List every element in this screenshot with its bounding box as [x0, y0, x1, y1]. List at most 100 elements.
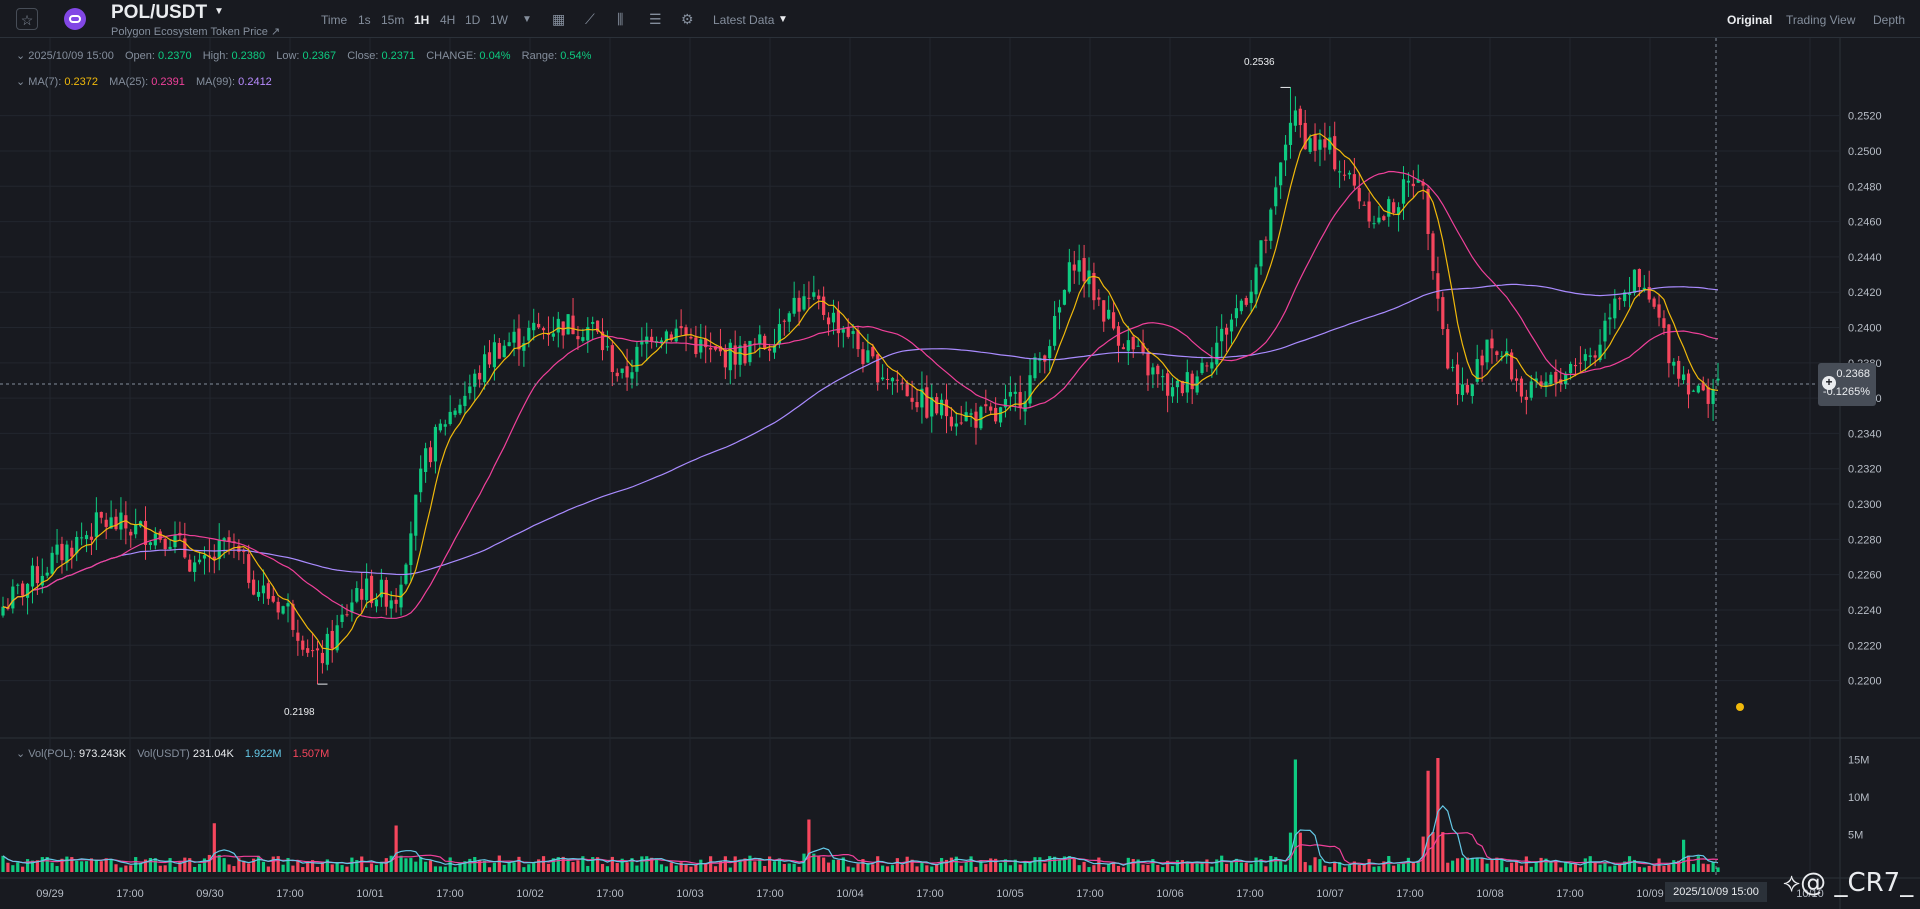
pair-title[interactable]: POL/USDT	[111, 2, 208, 23]
candle-body	[920, 388, 924, 408]
volume-bar	[679, 862, 683, 872]
volume-bar	[487, 867, 492, 872]
candle-body	[1254, 267, 1258, 295]
candle-body	[1249, 291, 1253, 303]
volume-bar	[512, 862, 516, 872]
more-timeframes-chevron-icon[interactable]: ▼	[522, 14, 532, 25]
candle-body	[743, 343, 747, 364]
price-chart[interactable]: 0.2520 0.2500 0.2480 0.2460 0.2440 0.2420 0.24…	[0, 38, 1920, 909]
volume-bar	[532, 862, 536, 872]
volume-bar	[443, 866, 447, 872]
volume-bar	[1170, 866, 1175, 872]
tab-depth[interactable]: Depth	[1873, 13, 1906, 27]
candle-body	[119, 512, 123, 530]
candle-body	[1392, 202, 1396, 213]
candle-body	[802, 296, 806, 310]
gear-icon[interactable]: ⚙	[681, 11, 694, 27]
tab-15m[interactable]: 15m	[381, 13, 405, 27]
volume-bar	[1406, 857, 1411, 872]
candle-body	[807, 297, 811, 299]
candle-body	[1436, 273, 1440, 299]
pair-subtitle[interactable]: Polygon Ecosystem Token Price ↗	[111, 26, 281, 38]
tab-1h[interactable]: 1H	[414, 13, 430, 27]
volume-bar	[1485, 863, 1489, 872]
volume-bar	[930, 866, 934, 872]
volume-bar	[1632, 859, 1637, 872]
volume-bar	[497, 855, 501, 872]
volume-bar	[1627, 856, 1632, 872]
candle-body	[650, 336, 654, 342]
volume-bar	[114, 864, 118, 872]
candle-body	[831, 312, 836, 323]
volume-bar	[202, 858, 207, 872]
candle-body	[591, 322, 595, 324]
tab-time[interactable]: Time	[321, 13, 348, 27]
volume-bar	[1111, 861, 1116, 872]
candle-body	[1003, 399, 1008, 408]
volume-bar	[994, 858, 998, 872]
tab-trading-view[interactable]: Trading View	[1786, 13, 1856, 27]
candle-body	[310, 650, 315, 652]
candle-body	[905, 382, 909, 397]
candle-body	[1293, 110, 1297, 126]
volume-bar	[438, 866, 442, 872]
candle-body	[1564, 373, 1568, 385]
candle-body	[1465, 384, 1469, 393]
volume-bar	[138, 863, 143, 872]
volume-bar	[1510, 862, 1514, 872]
volume-bar	[1342, 867, 1347, 872]
volume-bar	[522, 867, 526, 872]
tab-1d[interactable]: 1D	[465, 13, 481, 27]
volume-bar	[694, 864, 698, 872]
candle-body	[50, 552, 54, 574]
tab-1s[interactable]: 1s	[358, 13, 371, 27]
volume-bar	[1131, 858, 1135, 872]
time-tick-label: 17:00	[276, 888, 304, 900]
candle-body	[1485, 339, 1489, 363]
volume-bar	[394, 825, 398, 872]
vol-ma2-value: 1.507M	[292, 748, 330, 760]
candle-body	[699, 339, 703, 353]
tab-1w[interactable]: 1W	[490, 13, 508, 27]
time-tick-label: 10/10	[1796, 888, 1824, 900]
volume-toggle-chevron-icon[interactable]: ⌄	[16, 748, 29, 760]
chart-settings-icon[interactable]: ☰	[649, 11, 662, 27]
pair-dropdown-caret-icon[interactable]: ▼	[214, 6, 224, 17]
candle-body	[556, 318, 560, 333]
volume-bar	[1662, 865, 1666, 872]
volume-bar	[1490, 859, 1494, 872]
time-tick-label: 09/30	[196, 888, 224, 900]
tab-original[interactable]: Original	[1727, 13, 1773, 27]
indicator-line-icon[interactable]: ⟋	[585, 11, 595, 27]
candle-body	[1382, 216, 1386, 221]
polygon-logo-icon	[64, 8, 86, 30]
candle-body	[433, 426, 438, 462]
volume-bar	[1293, 759, 1297, 872]
ma-toggle-chevron-icon[interactable]: ⌄	[16, 76, 29, 88]
volume-bar	[645, 856, 649, 872]
candle-body	[1416, 179, 1420, 183]
calendar-icon[interactable]: ▦	[552, 11, 566, 27]
tab-4h[interactable]: 4H	[440, 13, 456, 27]
ohlc-toggle-chevron-icon[interactable]: ⌄	[16, 50, 29, 62]
favorite-star-icon[interactable]: ☆	[16, 8, 38, 30]
candle-body	[1215, 342, 1219, 365]
candle-body	[1652, 298, 1656, 307]
volume-bar	[89, 858, 94, 872]
volume-bar	[1185, 862, 1189, 872]
add-alert-plus-icon[interactable]: +	[1822, 376, 1836, 390]
volume-bar	[527, 864, 531, 872]
candle-type-icon[interactable]: ⫼	[617, 11, 624, 27]
candle-body	[104, 519, 108, 527]
candle-body	[1426, 188, 1430, 234]
candle-body	[1387, 199, 1391, 217]
latest-data-dropdown[interactable]: Latest Data	[713, 13, 775, 27]
volume-bar	[1205, 859, 1209, 872]
candle-body	[718, 346, 723, 352]
candle-body	[1111, 312, 1116, 329]
latest-data-chevron-icon[interactable]: ▼	[778, 14, 788, 25]
volume-bar	[1647, 865, 1651, 872]
volume-bar	[974, 866, 978, 872]
candle-body	[1279, 162, 1283, 186]
candle-body	[1500, 355, 1504, 357]
